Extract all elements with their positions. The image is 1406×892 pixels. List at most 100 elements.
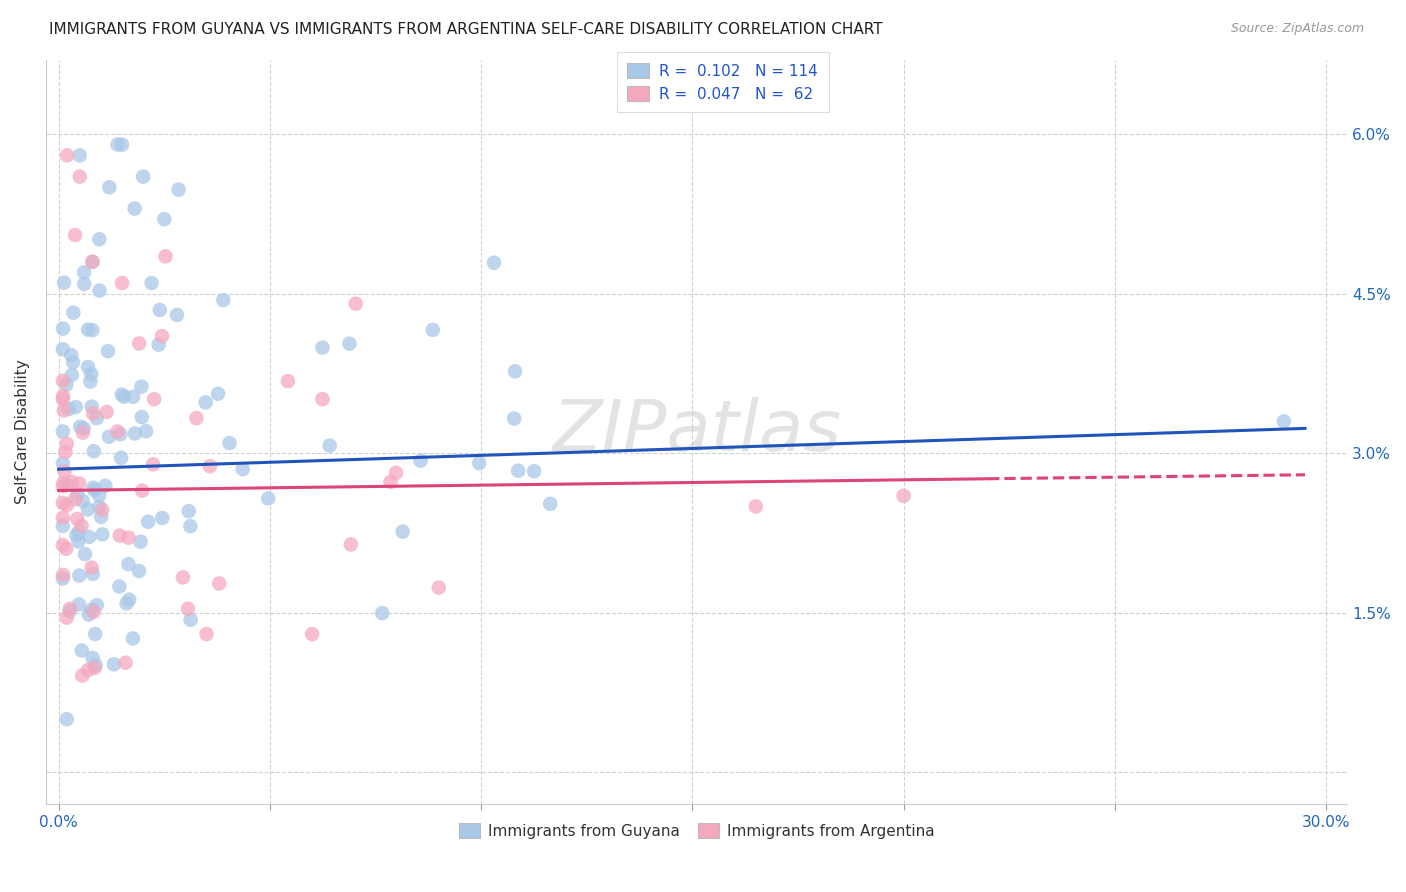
Point [73, 265, 96, 279]
Point [150, 329, 173, 343]
Point [344, 296, 367, 310]
Point [132, 169, 155, 184]
Text: ZIP​atlas: ZIP​atlas [553, 398, 841, 467]
Point [232, 462, 254, 476]
Point [124, 202, 146, 216]
Point [124, 426, 146, 441]
Point [62, 306, 84, 320]
Point [103, 657, 125, 672]
Point [82, 254, 104, 268]
Point [69, 148, 91, 162]
Point [67, 598, 90, 612]
Point [117, 557, 139, 571]
Point [53, 464, 76, 478]
Point [523, 464, 546, 478]
Point [503, 411, 526, 425]
Point [82, 254, 104, 268]
Point [65, 528, 87, 542]
Point [86, 411, 108, 425]
Point [153, 212, 176, 227]
Point [89, 232, 111, 246]
Point [84, 627, 107, 641]
Point [55, 377, 77, 392]
Point [60, 368, 83, 382]
Point [111, 387, 134, 401]
Point [318, 439, 340, 453]
Point [409, 453, 432, 467]
Point [82, 406, 104, 420]
Point [58, 402, 80, 417]
Point [82, 323, 104, 337]
Point [52, 476, 75, 491]
Point [186, 411, 208, 425]
Point [52, 496, 75, 510]
Point [179, 519, 201, 533]
Point [82, 481, 104, 495]
Point [52, 342, 75, 356]
Point [67, 476, 90, 491]
Point [508, 464, 530, 478]
Point [52, 403, 75, 417]
Point [112, 390, 135, 404]
Point [311, 341, 333, 355]
Point [89, 284, 111, 298]
Point [108, 580, 131, 594]
Point [66, 487, 89, 501]
Point [55, 541, 77, 556]
Y-axis label: Self-Care Disability: Self-Care Disability [15, 359, 30, 504]
Point [83, 605, 105, 619]
Point [136, 515, 159, 529]
Point [118, 592, 141, 607]
Point [172, 570, 194, 584]
Point [90, 510, 112, 524]
Point [52, 479, 75, 493]
Point [52, 456, 75, 470]
Point [84, 657, 107, 672]
Point [73, 547, 96, 561]
Point [82, 566, 104, 581]
Point [69, 419, 91, 434]
Point [77, 530, 100, 544]
Point [131, 410, 153, 425]
Point [167, 183, 190, 197]
Point [148, 337, 170, 351]
Point [427, 581, 450, 595]
Point [117, 531, 139, 545]
Point [208, 576, 231, 591]
Point [77, 359, 100, 374]
Point [143, 392, 166, 407]
Point [63, 492, 86, 507]
Point [422, 323, 444, 337]
Point [111, 276, 134, 290]
Point [86, 598, 108, 612]
Point [67, 524, 90, 539]
Point [110, 450, 132, 465]
Point [79, 375, 101, 389]
Point [166, 308, 188, 322]
Point [52, 374, 75, 388]
Point [73, 277, 96, 291]
Point [80, 400, 103, 414]
Point [538, 497, 561, 511]
Point [67, 534, 90, 549]
Point [893, 489, 915, 503]
Point [59, 601, 82, 615]
Point [52, 567, 75, 582]
Point [80, 560, 103, 574]
Point [257, 491, 280, 506]
Point [55, 445, 77, 459]
Point [83, 483, 105, 497]
Point [52, 510, 75, 524]
Point [141, 276, 163, 290]
Point [107, 425, 129, 439]
Point [70, 643, 93, 657]
Point [83, 661, 105, 675]
Point [131, 379, 153, 393]
Point [131, 483, 153, 498]
Point [115, 597, 138, 611]
Point [503, 364, 526, 378]
Point [77, 323, 100, 337]
Point [122, 632, 145, 646]
Point [80, 367, 103, 381]
Point [111, 137, 134, 152]
